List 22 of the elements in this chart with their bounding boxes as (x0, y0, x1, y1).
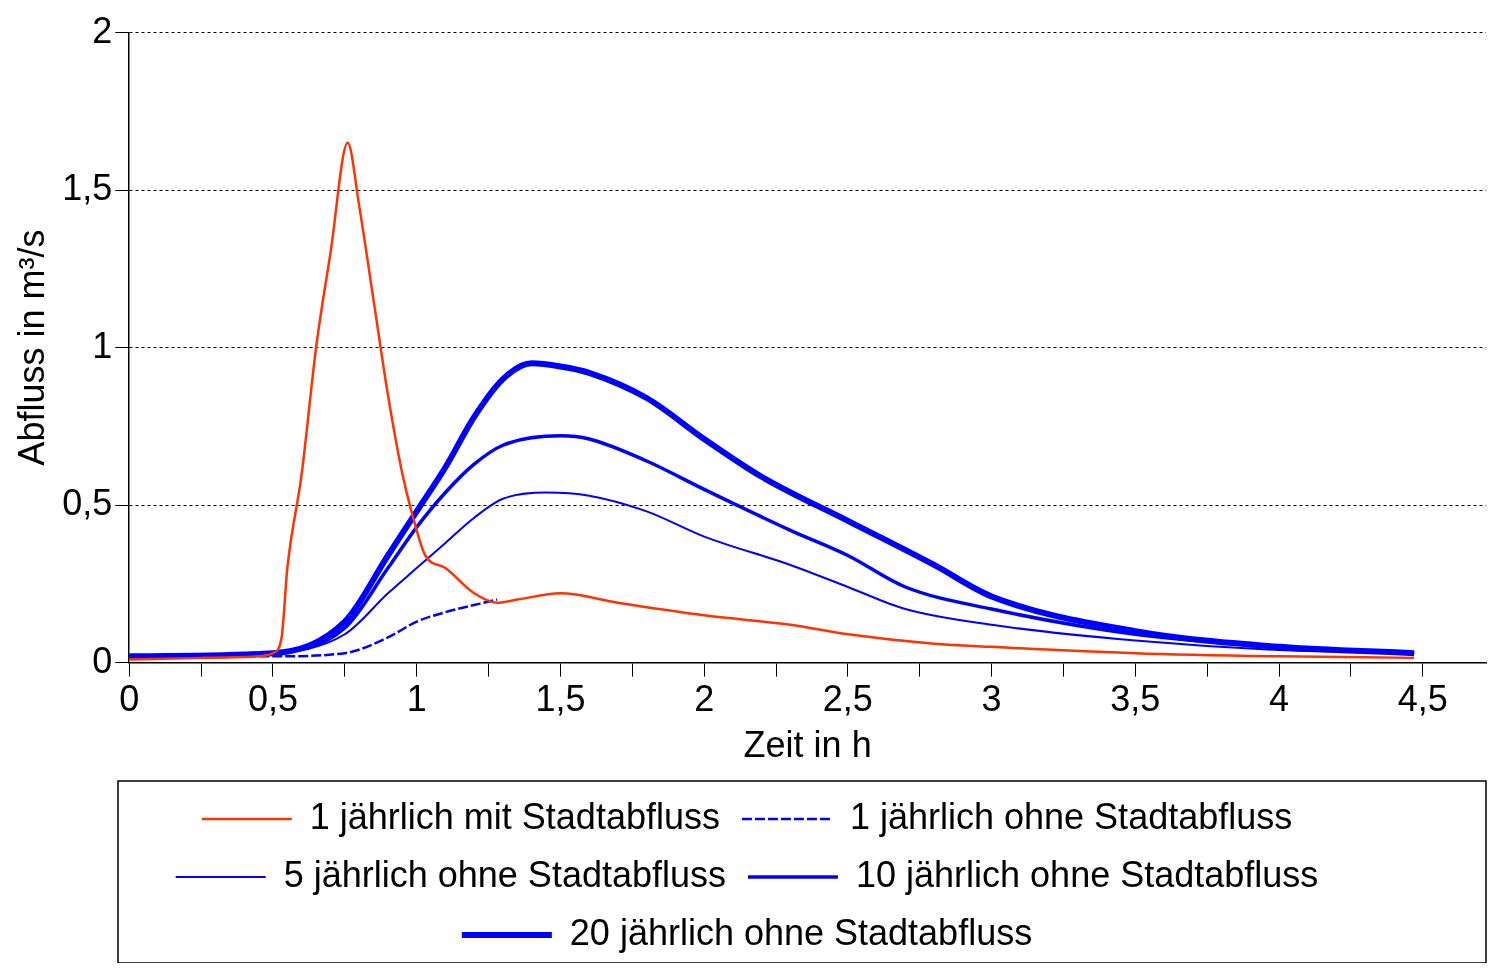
y-tick-label: 1 (92, 324, 113, 366)
x-tick-label: 3,5 (1110, 678, 1161, 720)
x-tick-label: 4,5 (1397, 678, 1448, 720)
x-tick-label: 0,5 (247, 678, 298, 720)
y-axis-title: Abfluss in m³/s (10, 229, 52, 466)
x-tick-label: 2 (694, 678, 715, 720)
y-tick-label: 0,5 (62, 482, 113, 524)
x-tick-label: 2,5 (822, 678, 873, 720)
y-tick-label: 2 (92, 9, 113, 51)
x-tick-label: 1 (406, 678, 427, 720)
x-tick-label: 1,5 (535, 678, 586, 720)
legend-label: 20 jährlich ohne Stadtabfluss (569, 911, 1033, 953)
y-tick-label: 1,5 (62, 167, 113, 209)
legend-label: 1 jährlich mit Stadtabfluss (309, 795, 720, 837)
x-tick-label: 3 (981, 678, 1002, 720)
x-tick-label: 4 (1269, 678, 1290, 720)
y-tick-label: 0 (92, 639, 113, 681)
x-tick-label: 0 (119, 678, 140, 720)
legend-label: 5 jährlich ohne Stadtabfluss (283, 853, 726, 895)
legend-label: 1 jährlich ohne Stadtabfluss (849, 795, 1293, 837)
legend-label: 10 jährlich ohne Stadtabfluss (855, 853, 1319, 895)
x-axis-title: Zeit in h (743, 724, 872, 766)
